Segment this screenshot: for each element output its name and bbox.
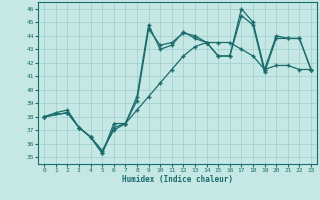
X-axis label: Humidex (Indice chaleur): Humidex (Indice chaleur) — [122, 175, 233, 184]
